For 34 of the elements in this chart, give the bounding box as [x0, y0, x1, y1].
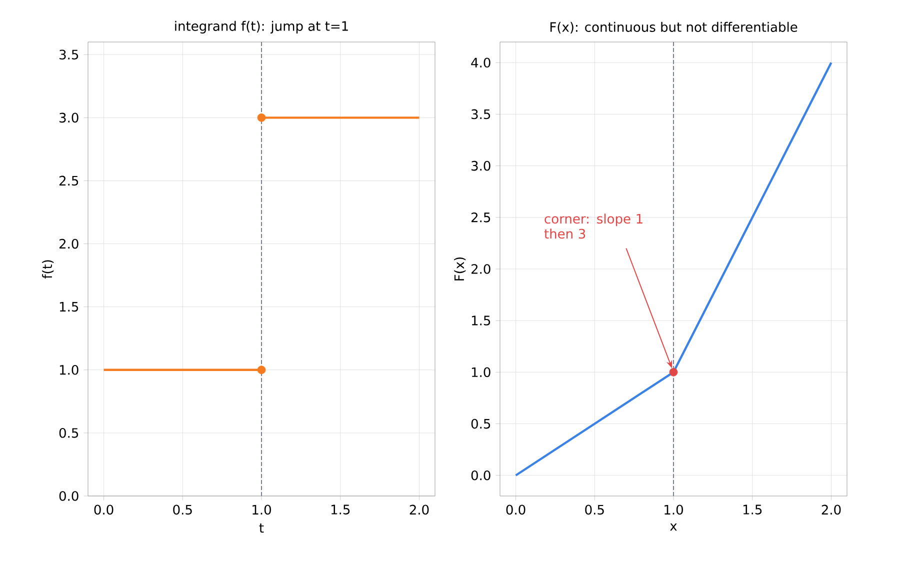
y-tick-label: 0.0	[59, 491, 78, 501]
y-tick-label: 1.5	[60, 302, 78, 312]
y-tick-label: 0.0	[471, 470, 490, 480]
x-tick-label: 0.0	[94, 504, 114, 515]
y-tick-label: 3.0	[472, 160, 490, 171]
x-tick-label: 2.0	[822, 504, 841, 515]
y-tick-label: 2.0	[471, 264, 490, 274]
y-tick-label: 0.5	[471, 418, 490, 429]
x-tick-label: 1.5	[331, 504, 350, 514]
x-tick-label: 0.5	[585, 504, 604, 515]
y-tick-label: 2.0	[59, 238, 78, 249]
chart-title: F(x): continuous but not differentiable	[550, 22, 798, 34]
y-tick-label: 3.5	[60, 50, 78, 60]
y-tick-label: 1.0	[472, 367, 490, 378]
y-tick-label: 2.5	[471, 212, 490, 222]
x-tick-label: 0.0	[506, 504, 526, 515]
x-tick-label: 2.0	[410, 504, 429, 515]
x-tick-label: 1.5	[743, 504, 762, 514]
x-tick-label: 1.0	[252, 504, 271, 515]
x-tick-label: 0.5	[173, 504, 192, 515]
y-tick-label: 1.0	[60, 364, 78, 375]
chart-title: integrand f(t): jump at t=1	[175, 20, 348, 34]
y-tick-label: 3.0	[60, 112, 78, 123]
y-tick-label: 0.5	[59, 428, 78, 438]
y-tick-label: 1.5	[472, 316, 490, 326]
y-axis-title: f(t)	[42, 260, 54, 279]
x-tick-label: 1.0	[664, 504, 683, 515]
y-tick-label: 4.0	[471, 58, 490, 68]
annotation: corner: slope 1 then 3	[544, 214, 642, 239]
y-tick-label: 3.5	[472, 109, 490, 120]
x-axis-title: t	[259, 524, 264, 533]
y-axis-title: F(x)	[454, 257, 466, 280]
y-tick-label: 2.5	[59, 176, 78, 186]
x-axis-title: x	[670, 524, 677, 531]
